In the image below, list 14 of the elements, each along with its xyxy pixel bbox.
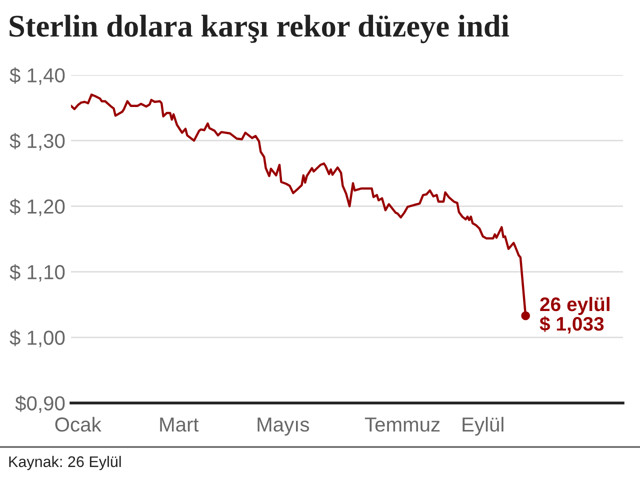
- y-tick-label: $ 1,00: [10, 330, 65, 348]
- text: Kaynak: 26 Eylül: [9, 456, 121, 470]
- y-tick-label: $ 1,30: [10, 132, 65, 150]
- y-tick-label: $0,90: [15, 395, 65, 413]
- y-tick-label: $ 1,40: [10, 67, 65, 85]
- x-tick-label: Eylül: [462, 416, 504, 436]
- chart-title: Sterlin dolara karşı rekor düzeye indi: [10, 14, 510, 44]
- x-tick-label: Temmuz: [364, 418, 440, 432]
- x-tick-label: Ocak: [55, 416, 102, 432]
- x-tick-label: Mayıs: [258, 418, 310, 436]
- annotation: 26 eylül $ 1,033: [540, 296, 610, 334]
- y-tick-label: $ 1,20: [10, 198, 65, 216]
- y-tick-label: $ 1,10: [10, 264, 65, 282]
- x-tick-label: Mart: [160, 418, 199, 432]
